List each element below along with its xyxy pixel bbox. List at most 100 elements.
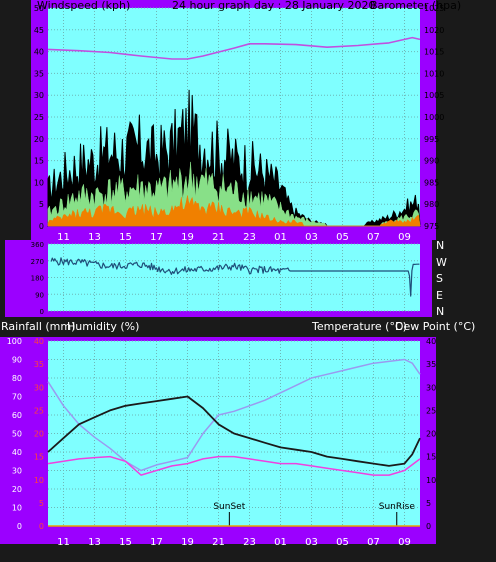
- humidity-y-tick-label: 0: [17, 522, 22, 531]
- wind-x-tick-label: 21: [212, 232, 225, 243]
- barometer-y-tick-label: 985: [424, 178, 439, 187]
- temp-x-tick-label: 01: [274, 537, 287, 548]
- humidity-y-tick-label: 80: [12, 374, 22, 383]
- direction-letter-n-bottom: N: [436, 305, 444, 318]
- wind-y-tick-label: 50: [34, 4, 44, 13]
- direction-letter-n-top: N: [436, 239, 444, 252]
- wind-x-tick-label: 15: [119, 232, 132, 243]
- direction-y-tick-label: 360: [31, 241, 44, 249]
- wind-x-tick-label: 17: [150, 232, 163, 243]
- humidity-y-tick-label: 70: [12, 393, 22, 402]
- sunset-label: SunSet: [213, 502, 245, 512]
- temp-x-tick-label: 11: [57, 537, 70, 548]
- wind-y-tick-label: 15: [34, 157, 44, 166]
- humidity-axis-title: Humidity (%): [67, 320, 139, 333]
- temperature-y-tick-label: 5: [426, 499, 431, 508]
- direction-y-tick-label: 180: [31, 275, 44, 283]
- temperature-series: [47, 395, 421, 467]
- wind-x-tick-label: 11: [57, 232, 70, 243]
- humidity-y-tick-label: 50: [12, 430, 22, 439]
- wind-x-tick-label: 19: [181, 232, 194, 243]
- barometer-axis-title: Barometer (hpa): [370, 0, 461, 12]
- wind-y-tick-label: 20: [34, 135, 44, 144]
- wind-y-tick-label: 30: [34, 91, 44, 100]
- wind-y-tick-label: 5: [39, 200, 44, 209]
- rain-y-tick-label: 35: [34, 360, 44, 369]
- wind-x-tick-label: 01: [274, 232, 287, 243]
- direction-letter-w: W: [436, 256, 447, 269]
- temp-x-tick-label: 23: [243, 537, 256, 548]
- barometer-y-tick-label: 995: [424, 135, 439, 144]
- barometer-y-tick-label: 1025: [424, 4, 444, 13]
- humidity-y-tick-label: 20: [12, 485, 22, 494]
- temperature-y-tick-label: 15: [426, 453, 436, 462]
- direction-letter-s: S: [436, 272, 443, 285]
- temp-x-tick-label: 13: [88, 537, 101, 548]
- direction-y-tick-label: 270: [31, 258, 44, 266]
- graph-title: 24 hour graph day : 28 January 2020: [172, 0, 376, 12]
- rain-y-tick-label: 20: [34, 430, 44, 439]
- sunrise-label: SunRise: [379, 502, 416, 512]
- temp-x-tick-label: 17: [150, 537, 163, 548]
- temp-x-tick-label: 21: [212, 537, 225, 548]
- wind-x-tick-label: 09: [398, 232, 411, 243]
- humidity-y-tick-label: 30: [12, 467, 22, 476]
- barometer-series: [47, 36, 421, 60]
- wind-direction-series: [50, 257, 420, 297]
- humidity-y-tick-label: 90: [12, 356, 22, 365]
- temp-x-tick-label: 07: [367, 537, 380, 548]
- humidity-y-tick-label: 40: [12, 448, 22, 457]
- temperature-y-tick-label: 10: [426, 476, 436, 485]
- temp-x-tick-label: 19: [181, 537, 194, 548]
- rain-y-tick-label: 25: [34, 406, 44, 415]
- windspeed-axis-title: Windspeed (kph): [37, 0, 130, 12]
- barometer-y-tick-label: 1020: [424, 26, 444, 35]
- wind-x-tick-label: 23: [243, 232, 256, 243]
- temperature-y-tick-label: 25: [426, 406, 436, 415]
- wind-y-tick-label: 35: [34, 69, 44, 78]
- wind-y-tick-label: 40: [34, 48, 44, 57]
- direction-letter-e: E: [436, 289, 443, 302]
- barometer-y-tick-label: 1000: [424, 113, 444, 122]
- barometer-y-tick-label: 1005: [424, 91, 444, 100]
- wind-x-tick-label: 13: [88, 232, 101, 243]
- dew-point-series: [47, 455, 421, 476]
- rain-y-tick-label: 40: [34, 337, 44, 346]
- humidity-y-tick-label: 60: [12, 411, 22, 420]
- rain-y-tick-label: 30: [34, 383, 44, 392]
- wind-x-tick-label: 05: [336, 232, 349, 243]
- rain-y-tick-label: 0: [39, 522, 44, 531]
- rain-y-tick-label: 15: [34, 453, 44, 462]
- barometer-y-tick-label: 990: [424, 157, 439, 166]
- dewpoint-axis-title: Dew Point (°C): [395, 320, 475, 333]
- temperature-axis-title: Temperature (°C): [311, 320, 407, 333]
- axis-ticks: 0510152025303540455097598098599099510001…: [7, 4, 445, 548]
- humidity-series: [47, 358, 421, 472]
- wind-y-tick-label: 0: [39, 222, 44, 231]
- direction-y-tick-label: 90: [35, 291, 44, 299]
- temp-x-tick-label: 15: [119, 537, 132, 548]
- temperature-y-tick-label: 20: [426, 430, 436, 439]
- direction-y-tick-label: 0: [40, 308, 44, 316]
- wind-y-tick-label: 25: [34, 113, 44, 122]
- temperature-y-tick-label: 40: [426, 337, 436, 346]
- temperature-y-tick-label: 35: [426, 360, 436, 369]
- barometer-y-tick-label: 1010: [424, 69, 444, 78]
- wind-y-tick-label: 45: [34, 26, 44, 35]
- barometer-y-tick-label: 980: [424, 200, 439, 209]
- wind-x-tick-label: 07: [367, 232, 380, 243]
- humidity-y-tick-label: 100: [7, 337, 22, 346]
- temp-x-tick-label: 05: [336, 537, 349, 548]
- low-wind-series: [47, 195, 421, 227]
- rain-y-tick-label: 10: [34, 476, 44, 485]
- wind-x-tick-label: 03: [305, 232, 318, 243]
- series-lines: [47, 36, 421, 527]
- rainfall-axis-title: Rainfall (mm): [1, 320, 75, 333]
- barometer-y-tick-label: 1015: [424, 48, 444, 57]
- rain-y-tick-label: 5: [39, 499, 44, 508]
- wind-y-tick-label: 10: [34, 178, 44, 187]
- temp-x-tick-label: 03: [305, 537, 318, 548]
- humidity-y-tick-label: 10: [12, 504, 22, 513]
